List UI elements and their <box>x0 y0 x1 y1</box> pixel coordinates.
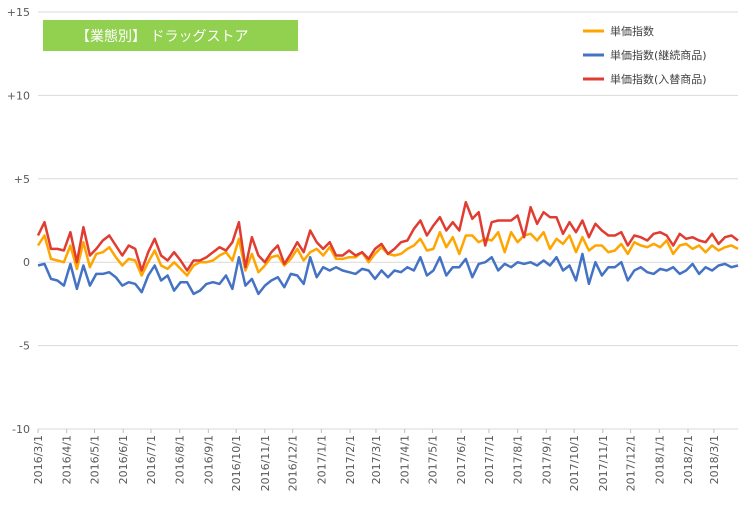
x-tick-label: 2016/6/1 <box>117 435 130 484</box>
chart-title: 【業態別】 ドラッグストア <box>76 29 248 45</box>
x-tick-label: 2016/10/1 <box>230 435 243 491</box>
x-tick-label: 2017/12/1 <box>625 435 638 491</box>
x-tick-label: 2016/4/1 <box>61 435 74 484</box>
y-tick-label: +5 <box>14 173 30 186</box>
y-tick-label: -5 <box>19 340 30 353</box>
x-axis-tick-labels: 2016/3/1 2016/4/1 2016/5/1 2016/6/1 2016/7/1… <box>32 429 721 491</box>
x-tick-label: 2017/2/1 <box>344 435 357 484</box>
x-tick-label: 2016/12/1 <box>287 435 300 491</box>
chart-title-background <box>43 20 298 51</box>
x-tick-label: 2016/9/1 <box>202 435 215 484</box>
x-tick-label: 2017/10/1 <box>568 435 581 491</box>
legend-label-replaced-products: 単価指数(入替商品) <box>610 72 707 86</box>
x-tick-label: 2016/7/1 <box>145 435 158 484</box>
x-tick-label: 2017/9/1 <box>540 435 553 484</box>
x-tick-label: 2017/4/1 <box>399 435 412 484</box>
y-tick-label: 0 <box>23 256 30 269</box>
y-tick-label: +10 <box>7 89 30 102</box>
x-tick-label: 2017/11/1 <box>597 435 610 491</box>
x-tick-label: 2018/2/1 <box>682 435 695 484</box>
x-tick-label: 2017/6/1 <box>455 435 468 484</box>
legend: 単価指数 単価指数(継続商品) 単価指数(入替商品) <box>583 24 707 86</box>
chart-title-box: 【業態別】 ドラッグストア <box>43 20 298 51</box>
series-line-replaced-products <box>36 200 739 272</box>
series-lines <box>36 200 739 296</box>
y-tick-label: -10 <box>12 423 30 436</box>
legend-label-continued-products: 単価指数(継続商品) <box>610 48 707 62</box>
y-tick-label: +15 <box>7 6 30 19</box>
x-tick-label: 2016/8/1 <box>174 435 187 484</box>
x-tick-label: 2017/7/1 <box>483 435 496 484</box>
x-tick-label: 2016/5/1 <box>88 435 101 484</box>
series-line-continued-products <box>37 252 739 296</box>
x-tick-label: 2017/5/1 <box>426 435 439 484</box>
x-tick-label: 2017/8/1 <box>512 435 525 484</box>
x-tick-label: 2016/11/1 <box>259 435 272 491</box>
x-tick-label: 2017/3/1 <box>370 435 383 484</box>
x-tick-label: 2017/1/1 <box>315 435 328 484</box>
legend-label-unit-price-index: 単価指数 <box>610 24 654 38</box>
grid-lines <box>38 11 738 430</box>
x-tick-label: 2018/1/1 <box>653 435 666 484</box>
y-axis-tick-labels: +15 +10 +5 0 -5 -10 <box>7 6 30 436</box>
x-tick-label: 2018/3/1 <box>708 435 721 484</box>
x-tick-label: 2016/3/1 <box>32 435 45 484</box>
